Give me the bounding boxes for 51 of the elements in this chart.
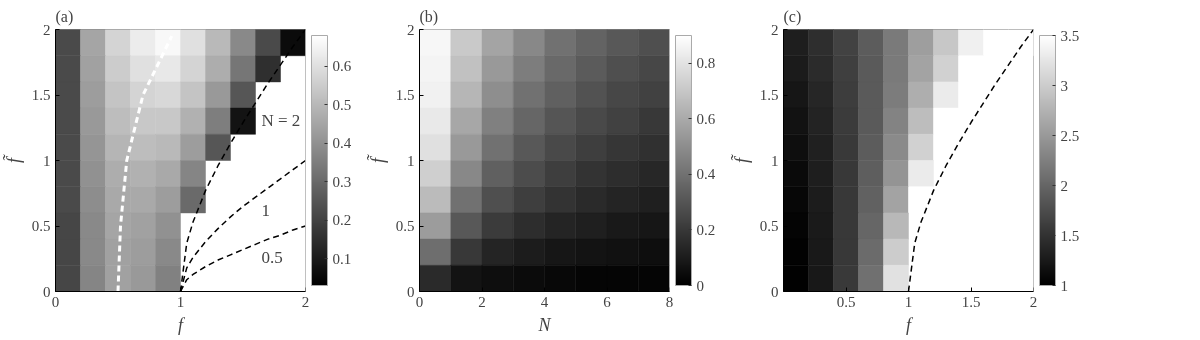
color-bar-label: 0.3 (332, 173, 352, 190)
y-tick-label: 1.5 (31, 87, 51, 103)
x-axis-title: f (178, 314, 186, 335)
y-tick-label: 1.5 (759, 87, 779, 103)
x-axis-title: N (537, 314, 552, 335)
color-bar-label: 0.4 (696, 166, 716, 183)
chart-title: (b) (419, 7, 439, 26)
x-tick-label: 4 (540, 293, 549, 310)
y-tick-label: 2 (771, 21, 779, 38)
annotation: N = 2 (261, 110, 301, 130)
y-tick-label: 1 (43, 152, 51, 169)
annotation: 1 (261, 201, 270, 221)
color-bar-label: 0.4 (332, 135, 352, 152)
color-bar-label: 3.5 (1060, 27, 1080, 44)
color-bar-label: 2.5 (1060, 127, 1080, 144)
x-tick-label: 1 (176, 293, 185, 310)
y-tick-label: 0.5 (395, 218, 415, 234)
x-tick-label: 8 (665, 293, 674, 310)
color-bar-label: 0.8 (696, 55, 716, 72)
color-bar-label: 1 (1060, 277, 1068, 294)
color-bar-label: 0.6 (696, 110, 716, 127)
chart-title: (a) (55, 7, 74, 26)
x-tick-label: 2 (301, 293, 310, 310)
color-bar-label: 1.5 (1060, 227, 1080, 244)
x-tick-label: 1 (904, 293, 913, 310)
x-tick-label: 2 (478, 293, 486, 310)
x-tick-label: 2 (1029, 293, 1038, 310)
x-tick-label: 6 (603, 293, 612, 310)
color-bar-label: 0.2 (696, 221, 716, 238)
y-axis-title: f̃ (367, 153, 388, 163)
y-axis-title: f̃ (731, 153, 752, 163)
y-tick-label: 2 (407, 21, 415, 38)
color-bar-label: 2 (1060, 177, 1068, 194)
y-tick-label: 0.5 (759, 218, 779, 234)
x-tick-label: 1.5 (961, 293, 981, 310)
color-bar-label: 3 (1060, 77, 1068, 94)
annotation: 0.5 (261, 248, 283, 268)
x-axis-title: f (906, 314, 914, 335)
y-tick-label: 2 (43, 21, 51, 38)
color-bar-label: 0.1 (332, 250, 352, 267)
color-bar-label: 0.2 (332, 212, 352, 229)
chart-title: (c) (783, 7, 802, 26)
y-tick-label: 1.5 (395, 87, 415, 103)
y-tick-label: 1 (771, 152, 779, 169)
color-bar-label: 0.5 (332, 96, 352, 113)
y-tick-label: 0.5 (31, 218, 51, 234)
y-tick-label: 1 (407, 152, 415, 169)
x-tick-label: 0.5 (836, 293, 856, 310)
y-axis-title: f̃ (3, 153, 24, 163)
color-bar-label: 0.6 (332, 58, 352, 75)
color-bar-label: 0 (696, 277, 704, 294)
